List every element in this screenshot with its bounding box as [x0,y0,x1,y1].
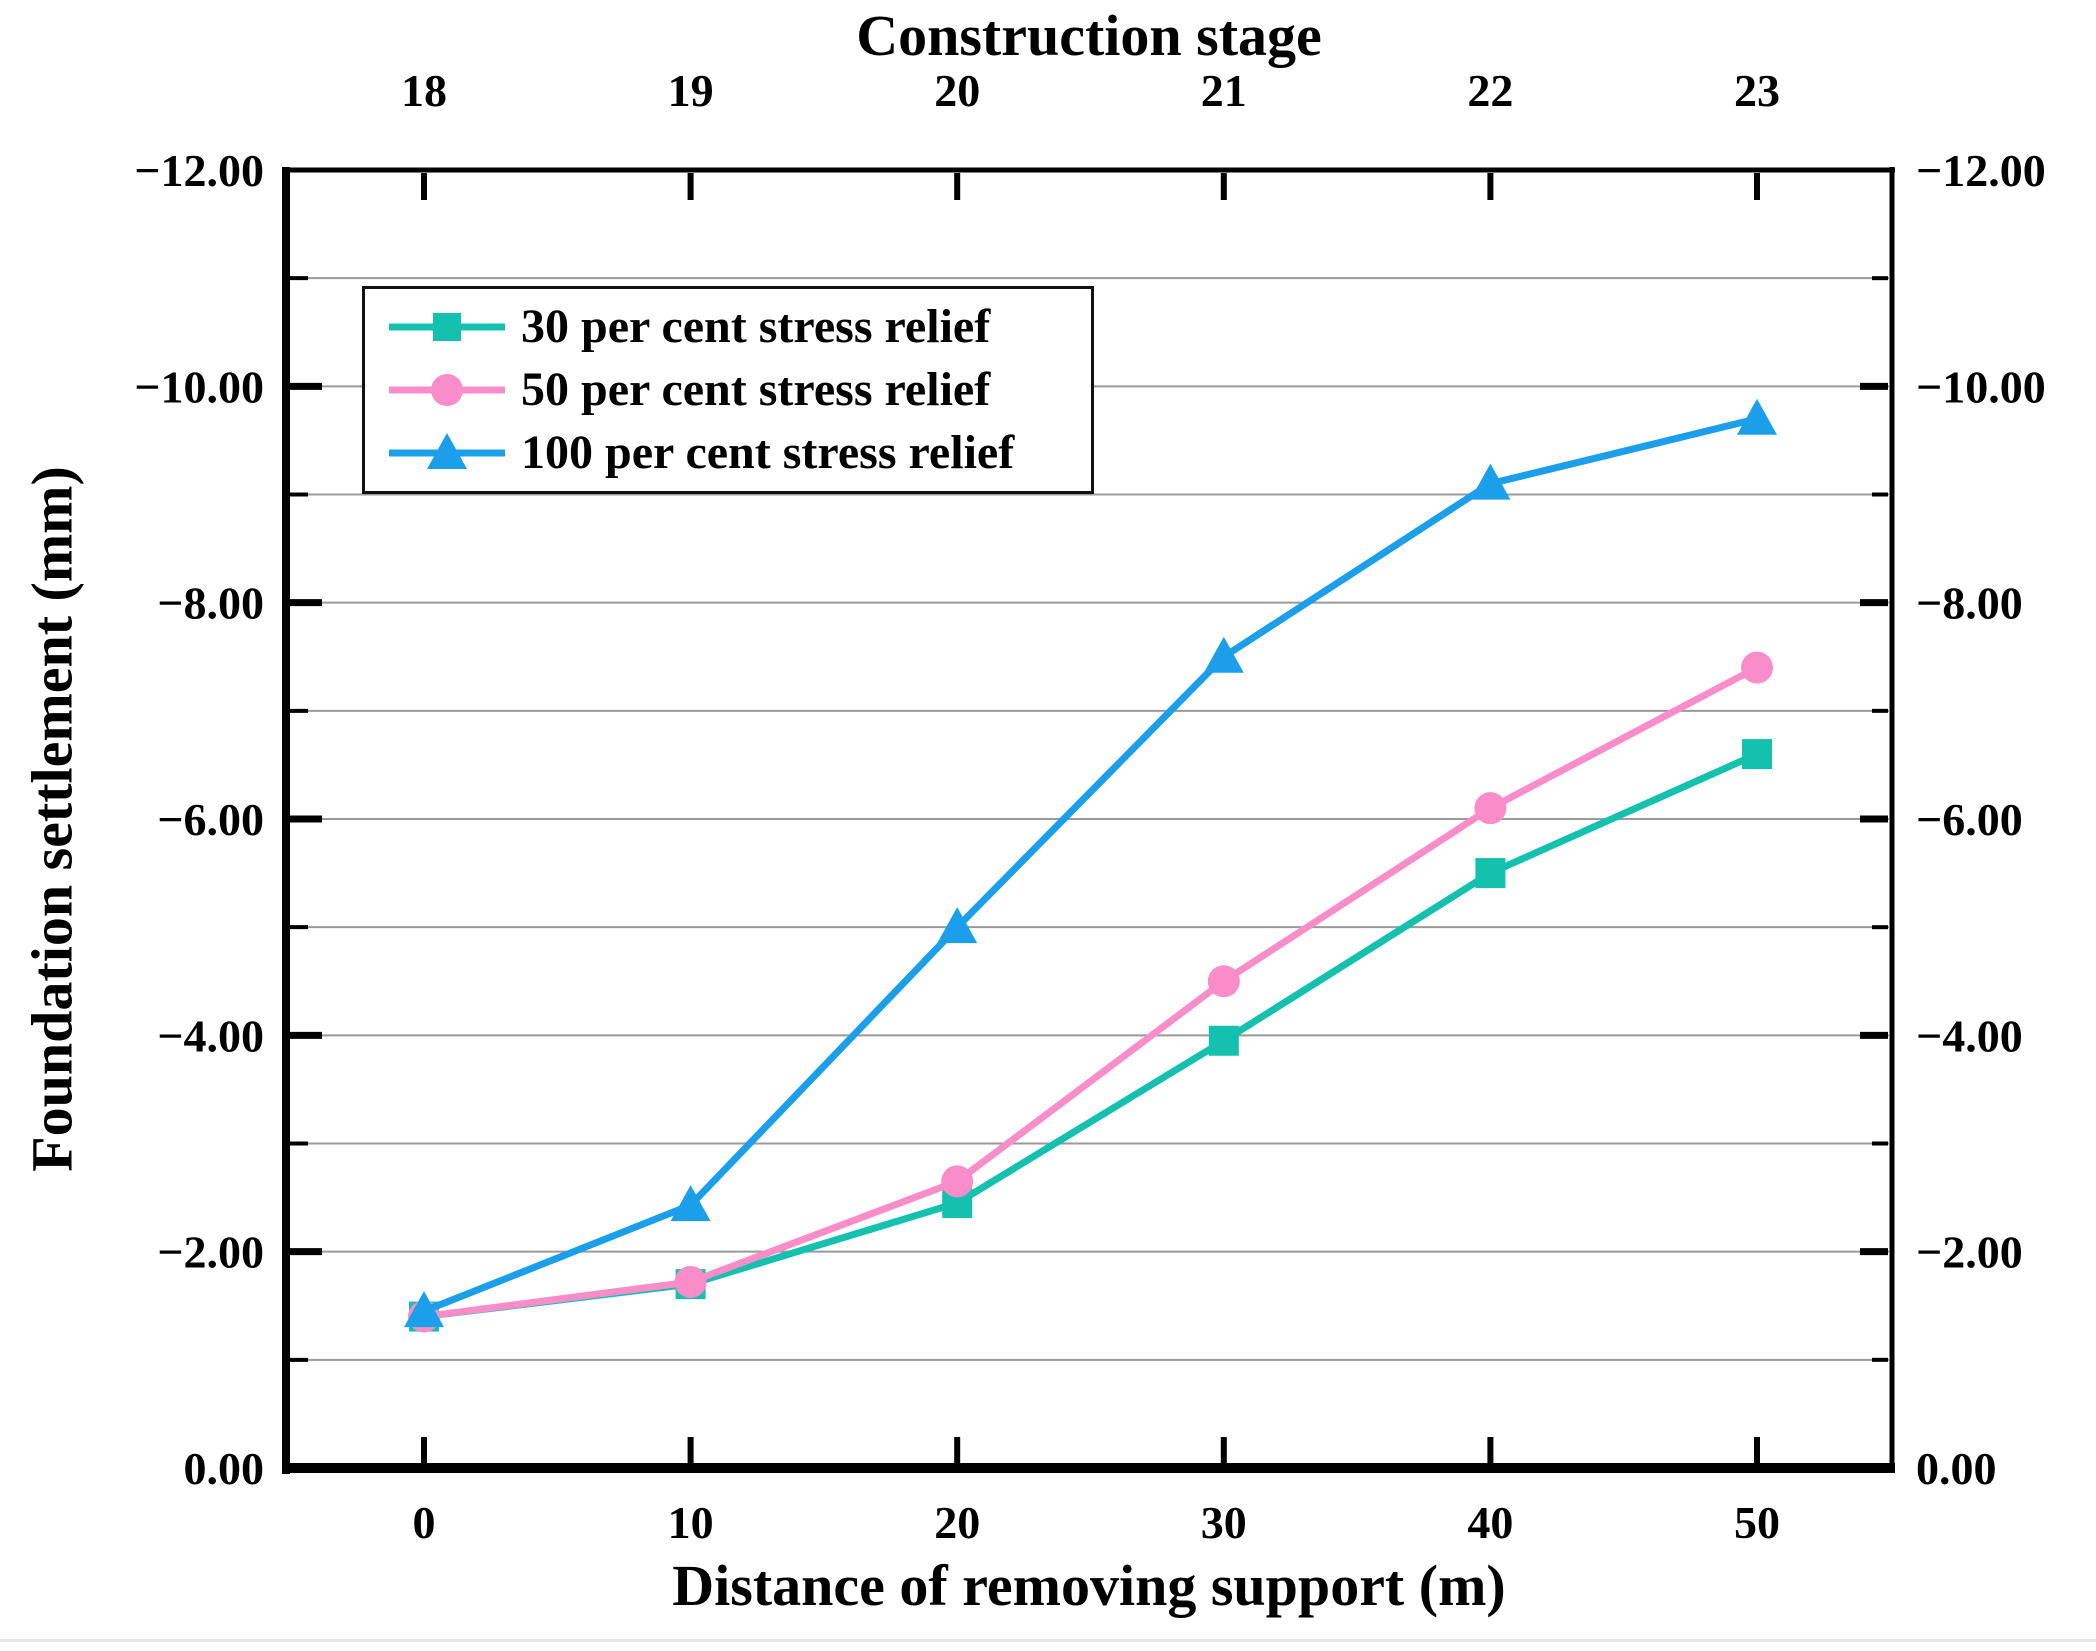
x-tick-label: 0 [413,1497,436,1548]
data-point-marker [937,907,978,944]
data-point-marker [941,1165,974,1198]
legend-swatch-square-icon [389,312,505,341]
data-point-marker [674,1265,707,1298]
x-tick-label: 30 [1201,1497,1247,1548]
legend-label: 100 per cent stress relief [521,426,1015,480]
gridlines [290,277,1889,1361]
x-axis-title: Distance of removing support (m) [672,1553,1506,1618]
y-tick-label-right: −8.00 [1916,578,2023,629]
data-point-marker [670,1185,711,1222]
top-tick-label: 21 [1201,65,1247,116]
x-tick-label: 10 [668,1497,714,1548]
y-axis-title: Foundation settlement (mm) [19,466,85,1172]
tick-labels: 0.00 0.00 −2.00 −2.00 −4.00 −4.00 −6.00 −6.00 −8… [134,65,2045,1548]
top-tick-label: 18 [401,65,447,116]
legend-entry-100-per-cent: 100 per cent stress relief [387,429,1081,477]
y-tick-label-left: 0.00 [184,1443,265,1494]
y-tick-label-right: −10.00 [1916,361,2046,412]
data-point-marker [1207,965,1240,998]
series-100-per-cent-stress-relief [404,398,1777,1328]
series-50-per-cent-stress-relief [408,651,1773,1333]
data-point-marker [404,1291,444,1328]
legend: 30 per cent stress relief 50 per cent st… [362,286,1094,494]
y-tick-label-left: −2.00 [157,1227,264,1278]
data-point-marker [1742,739,1772,770]
y-tick-label-left: −8.00 [157,578,264,629]
top-tick-label: 23 [1734,65,1780,116]
legend-entry-50-per-cent: 50 per cent stress relief [387,362,1081,416]
legend-entry-30-per-cent: 30 per cent stress relief [387,299,1081,353]
data-point-marker [1737,398,1777,435]
series-line [422,415,1758,1315]
data-point-marker [1741,651,1773,684]
y-tick-label-right: −6.00 [1916,794,2023,845]
y-tick-label-right: 0.00 [1916,1443,1997,1494]
data-point-marker [1475,858,1506,889]
data-point-marker [1208,1025,1239,1056]
data-point-marker [1474,792,1507,825]
top-tick-label: 20 [934,65,980,116]
data-point-marker [1470,463,1511,500]
data-point-marker [1203,636,1244,673]
legend-swatch-circle-icon [389,373,505,406]
y-tick-label-left: −6.00 [157,794,264,845]
y-tick-label-right: −12.00 [1916,145,2046,196]
y-tick-label-right: −2.00 [1916,1227,2023,1278]
y-tick-label-right: −4.00 [1916,1010,2023,1061]
x-tick-label: 50 [1734,1497,1780,1548]
axis-ticks [290,173,1888,1463]
page-divider-line [0,1639,2096,1642]
x-tick-label: 20 [934,1497,980,1548]
axis-frame [282,167,1895,1474]
legend-label: 50 per cent stress relief [521,362,991,416]
legend-swatch-triangle-icon [389,433,505,470]
x-tick-label: 40 [1467,1497,1513,1548]
y-tick-label-left: −12.00 [134,145,264,196]
top-tick-label: 19 [668,65,714,116]
y-tick-label-left: −10.00 [134,361,264,412]
y-tick-label-left: −4.00 [157,1010,264,1061]
series-line [423,664,1759,1321]
top-axis-title: Construction stage [856,3,1322,68]
legend-label: 30 per cent stress relief [521,299,991,353]
top-tick-label: 22 [1467,65,1513,116]
